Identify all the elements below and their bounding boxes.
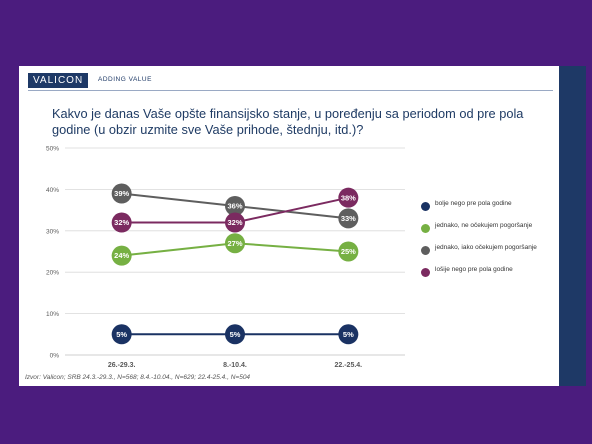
data-label: 33% [341,214,356,223]
data-point [338,187,359,208]
y-tick-label: 20% [46,270,59,277]
legend-item: bolje nego pre pola godine [421,200,541,211]
x-tick-label: 22.-25.4. [335,362,363,369]
data-point [338,324,359,345]
legend-item: jednako, ne očekujem pogoršanje [421,222,541,233]
legend-swatch [421,202,430,211]
data-label: 27% [227,239,242,248]
data-point [111,324,132,345]
brand-logo: VALICON [28,73,89,88]
data-label: 5% [116,330,127,339]
data-label: 39% [114,189,129,198]
data-point [111,245,132,266]
data-point [225,233,245,254]
data-label: 25% [341,247,356,256]
data-point [225,212,245,233]
data-point [225,324,245,345]
line-chart: 0% 10% 20% 30% 40% 50% 26.-29.3. 8.-10.4. 22.-25… [46,146,405,369]
data-label: 5% [230,330,241,339]
data-point [111,212,132,233]
y-tick-label: 40% [46,187,59,194]
legend-swatch [421,246,430,255]
legend-item: jednako, iako očekujem pogoršanje [421,244,541,255]
data-point [338,208,359,229]
legend-item: lošije nego pre pola godine [421,266,541,277]
header-divider [28,90,553,91]
y-tick-label: 50% [46,146,59,153]
data-point [338,241,359,262]
data-point [111,183,132,204]
data-label: 38% [341,193,356,202]
data-label: 36% [227,202,242,211]
y-tick-label: 10% [46,311,59,318]
legend-label: lošije nego pre pola godine [435,266,513,273]
data-label: 5% [343,330,354,339]
y-tick-label: 30% [46,228,59,235]
brand-tagline: ADDING VALUE [98,76,152,83]
right-accent-bar [559,66,586,386]
chart-title: Kakvo je danas Vaše opšte finansijsko st… [52,106,524,137]
x-tick-label: 8.-10.4. [223,362,247,369]
legend-label: jednako, ne očekujem pogoršanje [435,222,533,229]
data-label: 32% [114,218,129,227]
y-tick-label: 0% [50,353,60,360]
legend-swatch [421,224,430,233]
legend-label: jednako, iako očekujem pogoršanje [435,244,537,251]
x-tick-label: 26.-29.3. [108,362,136,369]
slide: VALICON ADDING VALUE Kakvo je danas Vaše… [19,66,586,386]
legend-swatch [421,268,430,277]
data-label: 24% [114,251,129,260]
source-note: Izvor: Valicon; SRB 24.3.-29.3., N=568; … [25,374,251,381]
legend-label: bolje nego pre pola godine [435,200,512,207]
data-label: 32% [227,218,242,227]
chart-legend: bolje nego pre pola godine jednako, ne oč… [421,200,541,277]
data-point [225,195,245,216]
